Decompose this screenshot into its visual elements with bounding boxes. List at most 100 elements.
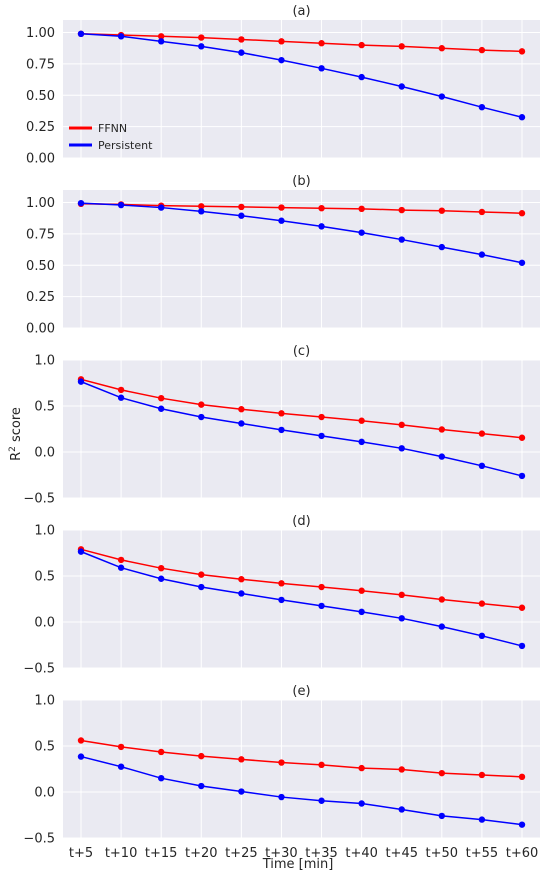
legend-label-ffnn: FFNN	[98, 122, 127, 135]
legend: FFNN Persistent	[69, 122, 153, 152]
data-point-ffnn	[198, 401, 205, 408]
data-point-persistent	[518, 642, 526, 650]
data-point-ffnn	[398, 421, 405, 429]
x-tick-label: t+5	[69, 846, 93, 861]
plot-area	[63, 20, 540, 158]
data-point-persistent	[358, 229, 365, 236]
data-point-ffnn	[518, 434, 526, 441]
data-point-persistent	[117, 201, 125, 209]
data-point-ffnn	[318, 761, 325, 769]
series-line-persistent	[80, 550, 523, 647]
data-point-ffnn	[157, 748, 165, 756]
data-point-ffnn	[478, 771, 486, 779]
data-point-ffnn	[198, 203, 205, 210]
data-point-persistent	[358, 608, 365, 616]
plot-area	[63, 190, 540, 328]
data-point-persistent	[518, 472, 526, 480]
data-point-ffnn	[117, 386, 125, 394]
data-point-ffnn	[238, 203, 245, 211]
data-point-persistent	[238, 420, 245, 427]
data-point-ffnn	[398, 206, 405, 214]
data-point-ffnn	[318, 204, 325, 212]
panel-title: (e)	[292, 684, 310, 699]
data-point-persistent	[157, 38, 165, 45]
data-point-persistent	[478, 462, 486, 469]
y-tick-label: 0.5	[34, 400, 55, 415]
y-tick-label: 0.5	[34, 740, 55, 755]
data-point-persistent	[77, 199, 85, 207]
data-point-persistent	[398, 236, 405, 243]
data-point-ffnn	[318, 40, 325, 47]
y-axis-label: R2 score	[8, 407, 24, 461]
data-point-ffnn	[198, 571, 205, 578]
data-point-persistent	[358, 73, 365, 81]
series-line-ffnn	[80, 548, 523, 609]
data-point-ffnn	[278, 204, 285, 211]
data-point-persistent	[318, 432, 325, 440]
data-point-ffnn	[358, 417, 365, 424]
data-point-ffnn	[478, 430, 486, 437]
data-point-persistent	[318, 223, 325, 230]
data-point-persistent	[438, 243, 446, 251]
data-point-ffnn	[117, 556, 125, 564]
data-point-persistent	[238, 590, 245, 597]
data-point-ffnn	[398, 591, 405, 599]
y-axis-label-rest: score	[9, 407, 24, 446]
data-point-persistent	[278, 56, 285, 64]
panel-a: 0.00 0.25 0.50 0.75 1.00 (a) FFNN Persistent	[26, 4, 540, 167]
data-point-ffnn	[358, 205, 365, 213]
data-point-persistent	[77, 30, 85, 37]
data-point-persistent	[398, 806, 405, 813]
data-point-persistent	[478, 251, 486, 258]
series-line-ffnn	[80, 203, 523, 214]
y-tick-label: 1.0	[34, 524, 55, 539]
data-point-persistent	[478, 103, 486, 111]
data-point-persistent	[198, 208, 205, 215]
data-point-ffnn	[278, 580, 285, 587]
data-point-persistent	[518, 259, 526, 266]
panel-e: −0.5 0.0 0.5 1.0 t+5 t+10 t+15 t+20 t+25 t+30 t+35…	[23, 684, 540, 861]
data-point-persistent	[157, 405, 165, 412]
y-tick-label: 0.75	[26, 227, 55, 242]
data-point-ffnn	[157, 394, 165, 402]
x-tick-label: t+45	[385, 846, 418, 861]
data-point-ffnn	[278, 410, 285, 417]
series-line-persistent	[80, 380, 523, 477]
series-line-persistent	[80, 755, 523, 826]
data-point-ffnn	[398, 43, 405, 50]
data-point-ffnn	[438, 207, 446, 214]
data-point-persistent	[117, 763, 125, 770]
data-point-persistent	[278, 793, 285, 801]
data-point-persistent	[157, 775, 165, 782]
data-point-ffnn	[238, 576, 245, 583]
x-tick-label: t+10	[105, 846, 138, 861]
panel-b: 0.00 0.25 0.50 0.75 1.00 (b)	[26, 174, 540, 337]
data-point-ffnn	[157, 33, 165, 40]
data-point-ffnn	[518, 604, 526, 611]
y-tick-label: 0.0	[34, 446, 55, 461]
data-point-ffnn	[518, 210, 526, 217]
y-tick-label: −0.5	[23, 832, 55, 847]
x-tick-label: t+25	[225, 846, 258, 861]
data-point-persistent	[398, 445, 405, 452]
data-point-persistent	[157, 204, 165, 211]
data-point-ffnn	[478, 600, 486, 607]
plot-area	[63, 360, 540, 498]
panel-title: (c)	[293, 344, 310, 359]
x-tick-label: t+35	[305, 846, 338, 861]
y-tick-label: 0.25	[26, 120, 55, 135]
panel-c: −0.5 0.0 0.5 1.0 (c)	[23, 344, 540, 507]
y-tick-label: 0.25	[26, 290, 55, 305]
data-point-ffnn	[478, 208, 486, 216]
panel-title: (d)	[292, 514, 310, 529]
data-point-persistent	[198, 413, 205, 421]
data-point-persistent	[77, 548, 85, 555]
data-point-ffnn	[518, 48, 526, 55]
data-point-ffnn	[318, 413, 325, 421]
data-point-ffnn	[318, 583, 325, 591]
plot-area	[63, 700, 540, 838]
data-point-persistent	[117, 394, 125, 401]
data-point-persistent	[398, 83, 405, 90]
x-tick-label: t+15	[145, 846, 178, 861]
